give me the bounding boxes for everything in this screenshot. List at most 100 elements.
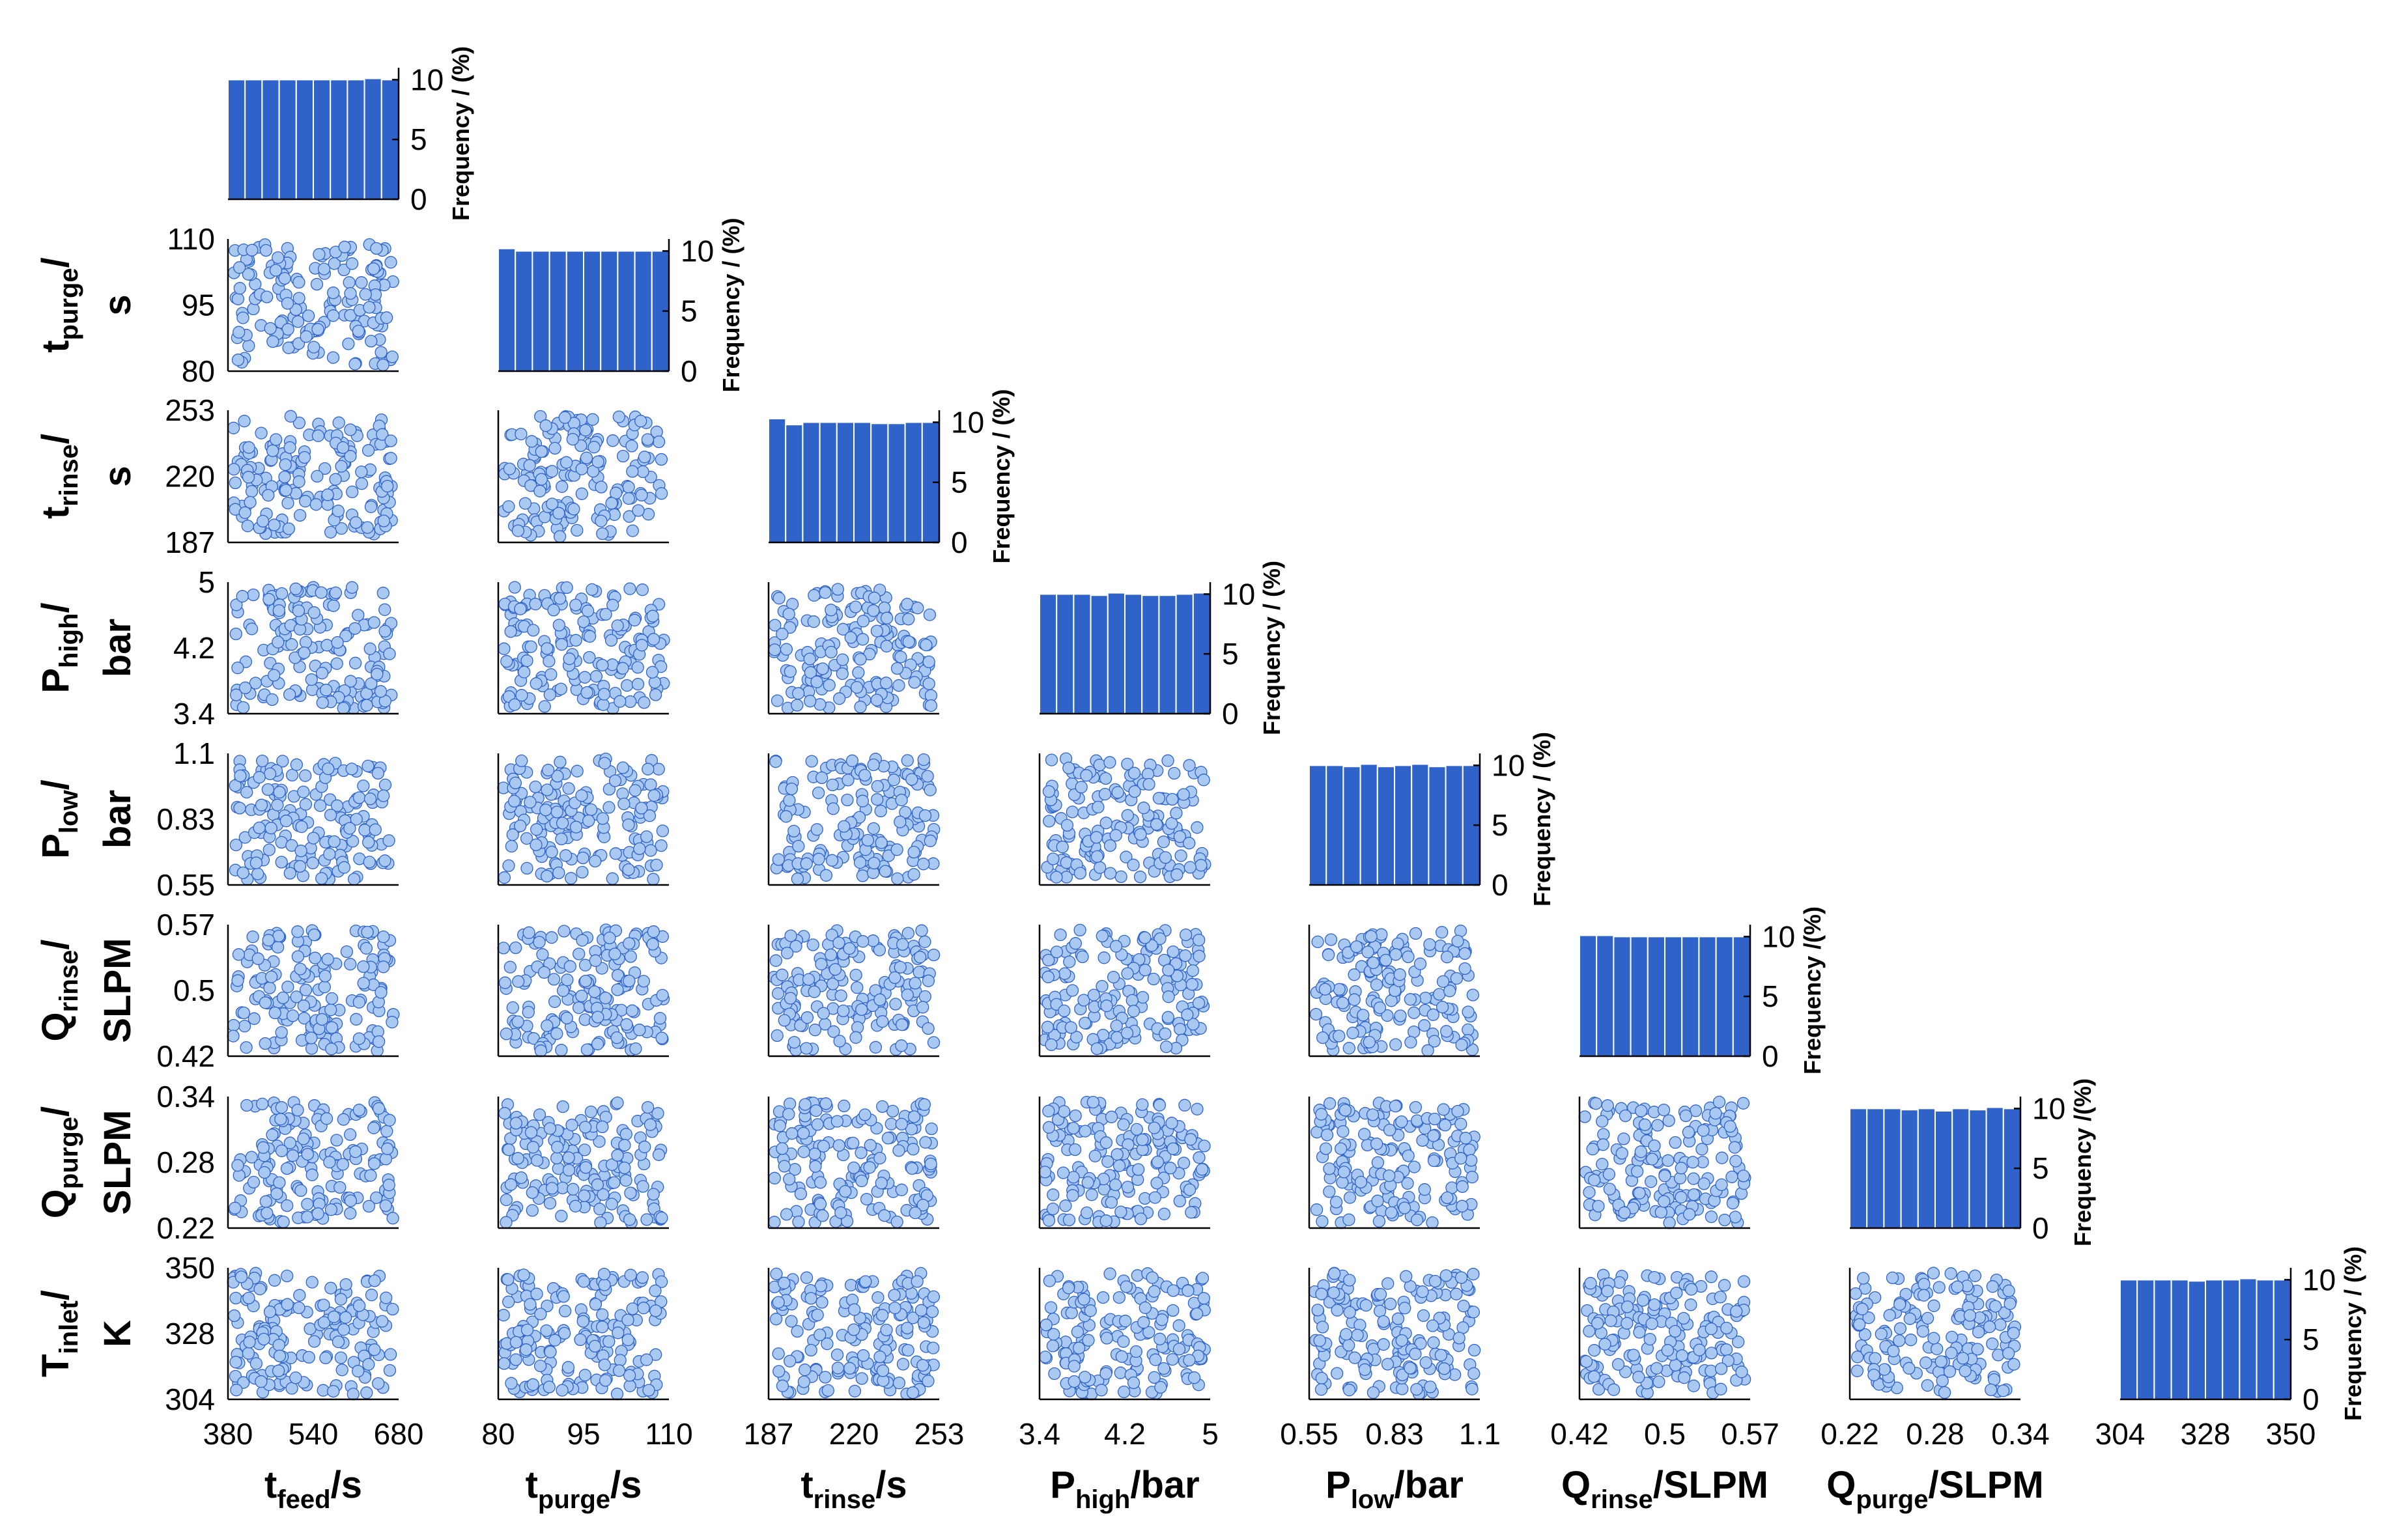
scatter-point bbox=[622, 863, 635, 876]
scatter-point bbox=[803, 652, 816, 665]
scatter-point bbox=[2002, 1347, 2015, 1360]
scatter-point bbox=[780, 946, 794, 960]
scatter-point bbox=[616, 761, 630, 774]
scatter-point bbox=[873, 993, 886, 1006]
panel-Q_purge-vs-t_purge bbox=[497, 1096, 669, 1229]
scatter-point bbox=[596, 1321, 609, 1334]
scatter-point bbox=[555, 638, 569, 651]
scatter-point bbox=[332, 1335, 345, 1349]
scatter-point bbox=[800, 1011, 814, 1024]
frequency-tick-label: 10 bbox=[2032, 1091, 2065, 1125]
scatter-point bbox=[578, 671, 591, 684]
scatter-point bbox=[1466, 988, 1479, 1001]
scatter-point bbox=[619, 1174, 632, 1187]
scatter-point bbox=[1438, 1362, 1451, 1375]
scatter-point bbox=[652, 1148, 666, 1161]
scatter-point bbox=[300, 330, 313, 343]
scatter-point bbox=[778, 1160, 791, 1173]
scatter-point bbox=[770, 1267, 783, 1281]
scatter-point bbox=[1157, 1362, 1170, 1375]
scatter-point bbox=[907, 1311, 920, 1324]
scatter-point bbox=[886, 1104, 899, 1118]
scatter-point bbox=[1408, 1006, 1421, 1019]
y-tick-label: 0.34 bbox=[156, 1080, 215, 1113]
scatter-point bbox=[920, 638, 933, 652]
scatter-point bbox=[543, 654, 556, 668]
scatter-point bbox=[502, 500, 515, 513]
scatter-point bbox=[918, 990, 931, 1003]
scatter-point bbox=[507, 794, 521, 808]
x-axis-variable-subscript: rinse bbox=[814, 1485, 876, 1514]
scatter-point bbox=[817, 1007, 830, 1020]
scatter-point bbox=[876, 1015, 889, 1028]
scatter-point bbox=[901, 598, 914, 611]
scatter-point bbox=[500, 655, 513, 668]
frequency-tick-label: 5 bbox=[2302, 1323, 2319, 1356]
scatter-point bbox=[1705, 1323, 1718, 1336]
scatter-point bbox=[1451, 1104, 1464, 1118]
scatter-point bbox=[1162, 964, 1175, 977]
scatter-point bbox=[1139, 1301, 1152, 1314]
scatter-point bbox=[588, 1339, 602, 1353]
scatter-point bbox=[261, 290, 274, 303]
scatter-point bbox=[259, 1195, 272, 1208]
y-tick-label: 0.28 bbox=[156, 1145, 215, 1179]
scatter-point bbox=[270, 1187, 283, 1200]
scatter-point bbox=[1057, 1105, 1071, 1118]
scatter-point bbox=[544, 1345, 557, 1358]
scatter-point bbox=[504, 625, 517, 638]
scatter-point bbox=[249, 677, 262, 690]
scatter-point bbox=[1851, 1351, 1864, 1364]
histogram-bar bbox=[1866, 1108, 1885, 1229]
scatter-point bbox=[546, 497, 559, 511]
scatter-point bbox=[1375, 928, 1388, 941]
scatter-point bbox=[611, 969, 625, 982]
scatter-point bbox=[500, 1216, 513, 1229]
scatter-point bbox=[545, 465, 559, 478]
scatter-point bbox=[372, 1035, 386, 1048]
scatter-point bbox=[878, 601, 891, 615]
scatter-point bbox=[1729, 1211, 1742, 1224]
scatter-point bbox=[290, 990, 303, 1003]
histogram-bar bbox=[2170, 1279, 2189, 1401]
scatter-point bbox=[511, 1152, 524, 1165]
scatter-point bbox=[355, 477, 369, 490]
scatter-point bbox=[543, 1380, 556, 1393]
scatter-point bbox=[1377, 1315, 1390, 1328]
scatter-point bbox=[311, 323, 324, 336]
scatter-point bbox=[264, 322, 277, 335]
scatter-point bbox=[623, 510, 636, 523]
scatter-point bbox=[386, 1016, 399, 1029]
scatter-point bbox=[853, 856, 867, 869]
scatter-point bbox=[382, 834, 395, 847]
scatter-point bbox=[1048, 1367, 1061, 1380]
scatter-point bbox=[598, 1358, 611, 1371]
scatter-point bbox=[1190, 1307, 1204, 1321]
scatter-point bbox=[257, 1332, 270, 1346]
scatter-point bbox=[802, 973, 815, 986]
y-tick-label: 0.22 bbox=[156, 1211, 215, 1245]
frequency-tick-label: 5 bbox=[1492, 808, 1509, 842]
scatter-point bbox=[1041, 970, 1055, 983]
scatter-point bbox=[368, 1274, 381, 1287]
scatter-point bbox=[844, 1278, 858, 1292]
scatter-point bbox=[1062, 1213, 1076, 1227]
scatter-point bbox=[918, 1098, 931, 1111]
scatter-point bbox=[580, 686, 593, 699]
scatter-point bbox=[1883, 1309, 1896, 1322]
scatter-point bbox=[575, 487, 588, 500]
scatter-point bbox=[261, 783, 275, 796]
scatter-point bbox=[503, 462, 517, 475]
scatter-point bbox=[240, 1041, 253, 1054]
scatter-point bbox=[621, 1313, 634, 1326]
scatter-point bbox=[855, 1146, 868, 1159]
scatter-point bbox=[534, 410, 547, 423]
scatter-point bbox=[381, 479, 394, 493]
scatter-point bbox=[800, 857, 813, 870]
histogram-bar bbox=[921, 421, 941, 543]
y-axis-variable-base: P bbox=[35, 833, 77, 859]
scatter-point bbox=[318, 981, 331, 994]
scatter-point bbox=[295, 820, 308, 833]
